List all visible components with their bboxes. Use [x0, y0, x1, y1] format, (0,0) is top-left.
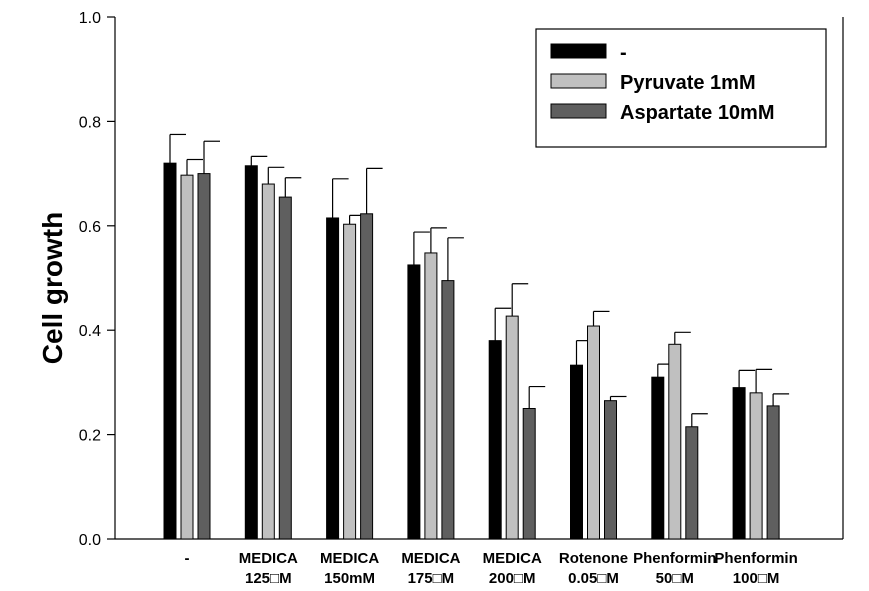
y-tick-label: 0.4: [79, 323, 101, 340]
x-tick-label: -: [185, 550, 190, 567]
x-tick-label: 175□M: [408, 570, 455, 587]
bar: [732, 387, 746, 540]
x-tick-label: 200□M: [489, 570, 536, 587]
legend-label: -: [620, 42, 627, 64]
bar: [343, 223, 357, 540]
legend-swatch: [550, 73, 607, 89]
bar: [651, 376, 665, 540]
bar: [685, 426, 699, 540]
bar: [197, 173, 211, 540]
bar: [604, 400, 617, 540]
x-tick-label: Phenformin: [633, 550, 716, 567]
y-axis-title: Cell growth: [37, 212, 68, 364]
bar: [180, 174, 194, 540]
bar: [522, 408, 536, 540]
legend: - Pyruvate 1mM Aspartate 10mM: [535, 28, 827, 148]
bar: [488, 340, 502, 540]
y-tick-label: 0.6: [79, 219, 101, 236]
x-tick-label: Phenformin: [714, 550, 797, 567]
x-tick-label: 100□M: [733, 570, 780, 587]
x-tick-label: MEDICA: [483, 550, 542, 567]
legend-label: Pyruvate 1mM: [620, 72, 756, 94]
legend-swatch: [550, 43, 607, 59]
bar: [278, 196, 292, 540]
bar: [163, 162, 177, 540]
y-tick-label: 0.2: [79, 428, 101, 445]
y-tick-label: 0.8: [79, 114, 101, 131]
legend-swatch: [550, 103, 607, 119]
bar: [749, 392, 763, 540]
bar: [441, 280, 455, 540]
bar: [360, 213, 374, 540]
x-tick-label: 125□M: [245, 570, 292, 587]
bar: [244, 165, 258, 540]
x-tick-label: Rotenone: [559, 550, 628, 567]
bar: [326, 217, 340, 540]
bar: [587, 325, 600, 540]
x-tick-label: MEDICA: [320, 550, 379, 567]
bar: [407, 264, 421, 540]
bar: [505, 315, 519, 540]
plot-area: 0.0 0.2 0.4 0.6 0.8 1.0 - MEDICA 125□M MEDICA 150m…: [79, 10, 844, 587]
bar: [668, 343, 682, 540]
bar: [570, 364, 583, 540]
bar: [261, 183, 275, 540]
x-tick-label: MEDICA: [401, 550, 460, 567]
x-tick-label: 0.05□M: [568, 570, 619, 587]
bar: [424, 252, 438, 540]
x-tick-label: 50□M: [656, 570, 694, 587]
x-tick-label: MEDICA: [239, 550, 298, 567]
y-tick-label: 1.0: [79, 10, 101, 27]
bar: [766, 405, 780, 540]
x-tick-label: 150mM: [324, 570, 375, 587]
y-tick-label: 0.0: [79, 532, 101, 549]
legend-label: Aspartate 10mM: [620, 102, 775, 124]
